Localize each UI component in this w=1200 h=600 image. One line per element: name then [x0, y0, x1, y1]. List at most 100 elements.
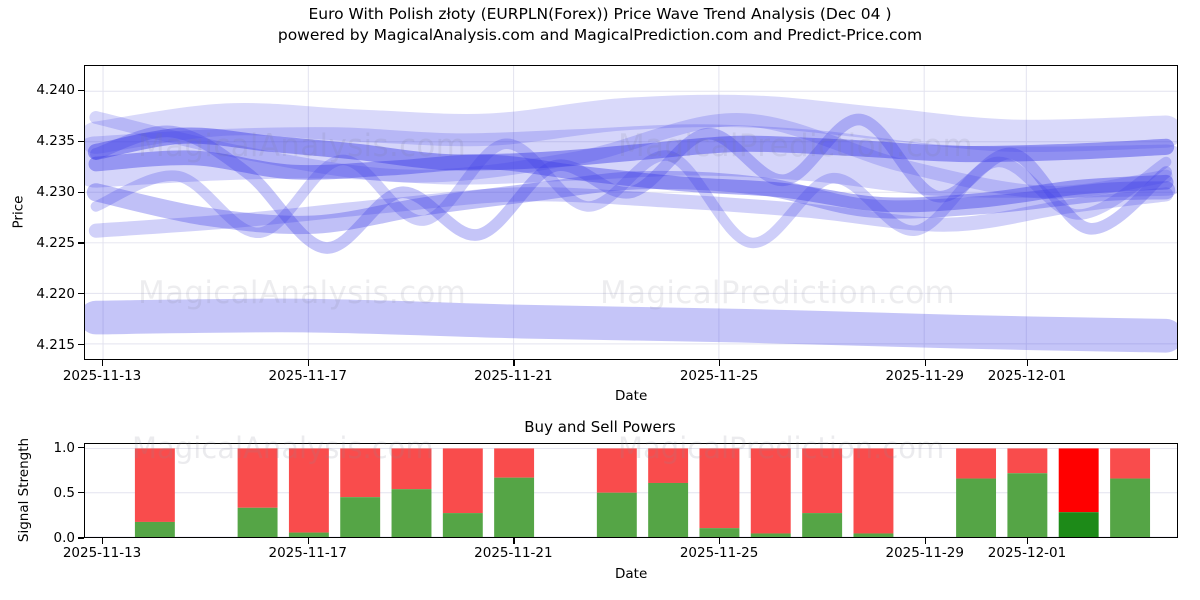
wave-y-tick: [78, 191, 84, 193]
wave-x-tick: [513, 360, 515, 366]
wave-y-tick-label: 4.215: [36, 336, 75, 353]
sell-power-bar: [1110, 448, 1151, 479]
power-y-axis-label: Signal Strength: [16, 437, 33, 542]
buy-power-bar: [340, 497, 381, 537]
wave-x-tick: [307, 360, 309, 366]
buy-power-bar: [648, 482, 689, 537]
wave-y-axis-label: Price: [10, 195, 27, 228]
sell-power-bar: [1058, 448, 1099, 513]
buy-power-bar: [134, 521, 175, 537]
wave-y-tick: [78, 140, 84, 142]
power-x-tick-label: 2025-11-17: [268, 545, 347, 561]
wave-band: [85, 124, 1177, 198]
wave-y-tick-label: 4.235: [36, 133, 75, 150]
wave-band: [87, 127, 1175, 171]
power-x-tick-label: 2025-12-01: [987, 545, 1067, 561]
buy-power-bar: [1058, 512, 1099, 537]
wave-x-tick-label: 2025-12-01: [987, 368, 1067, 384]
wave-plot-svg: [85, 66, 1177, 359]
buy-power-bar: [596, 492, 637, 537]
power-plot-svg: [85, 447, 1177, 537]
sell-power-bar: [134, 448, 175, 522]
power-x-tick: [1027, 538, 1029, 544]
wave-band: [89, 111, 1173, 199]
buy-power-bar: [288, 532, 329, 537]
wave-band: [90, 138, 1172, 249]
price-wave-chart: [84, 65, 1178, 360]
buy-power-bar: [391, 489, 432, 537]
sell-power-bar: [750, 448, 791, 534]
wave-y-tick: [78, 89, 84, 92]
wave-x-tick-label: 2025-11-29: [885, 368, 964, 384]
sell-power-bar: [648, 448, 689, 483]
power-chart-title: Buy and Sell Powers: [0, 418, 1200, 436]
sell-power-bar: [853, 448, 894, 534]
sell-power-bar: [596, 448, 637, 493]
wave-band: [88, 150, 1174, 213]
buy-power-bar: [442, 513, 483, 537]
sell-power-bar: [1007, 448, 1048, 474]
page-title: Euro With Polish złoty (EURPLN(Forex)) P…: [0, 4, 1200, 46]
wave-band: [85, 94, 1177, 154]
power-y-tick: [78, 446, 84, 449]
title-line-2: powered by MagicalAnalysis.com and Magic…: [277, 26, 923, 44]
wave-band: [86, 170, 1176, 235]
wave-band: [85, 298, 1177, 353]
wave-x-tick: [719, 360, 721, 366]
wave-band: [88, 187, 1174, 238]
wave-y-tick-label: 4.225: [36, 235, 75, 252]
power-y-tick-label: 0.5: [53, 484, 75, 501]
buy-power-bar: [956, 478, 997, 537]
buy-sell-power-chart: [84, 443, 1178, 538]
buy-power-bar: [699, 528, 740, 537]
power-x-tick: [924, 538, 926, 544]
wave-x-tick-label: 2025-11-17: [268, 368, 347, 384]
sell-power-bar: [699, 448, 740, 529]
sell-power-bar: [288, 448, 329, 533]
power-y-tick: [78, 492, 84, 494]
wave-x-tick: [1027, 360, 1029, 366]
wave-y-tick-label: 4.220: [36, 285, 75, 302]
power-x-tick: [719, 538, 721, 544]
power-x-tick: [102, 538, 104, 544]
wave-x-tick-label: 2025-11-13: [62, 368, 142, 384]
buy-power-bar: [237, 507, 278, 537]
wave-y-tick-label: 4.240: [36, 82, 75, 99]
sell-power-bar: [237, 448, 278, 508]
wave-band: [90, 113, 1172, 254]
buy-power-bar: [1007, 473, 1048, 537]
sell-power-bar: [802, 448, 843, 514]
power-x-tick: [307, 538, 309, 544]
buy-power-bar: [802, 513, 843, 537]
sell-power-bar: [340, 448, 381, 498]
sell-power-bar: [442, 448, 483, 514]
sell-power-bar: [494, 448, 535, 478]
title-line-1: Euro With Polish złoty (EURPLN(Forex)) P…: [308, 5, 892, 23]
wave-x-tick-label: 2025-11-25: [679, 368, 759, 384]
power-x-tick-label: 2025-11-29: [885, 545, 964, 561]
wave-y-tick-label: 4.230: [36, 184, 75, 201]
power-x-tick-label: 2025-11-21: [474, 545, 553, 561]
sell-power-bar: [956, 448, 997, 479]
power-y-tick: [78, 537, 84, 539]
power-plot-frame: [84, 443, 1178, 538]
power-y-tick-label: 0.0: [53, 530, 75, 546]
wave-x-tick: [924, 360, 926, 366]
wave-x-tick-label: 2025-11-21: [474, 368, 553, 384]
wave-y-tick: [78, 344, 84, 346]
power-x-tick-label: 2025-11-13: [62, 545, 142, 561]
power-chart-title-text: Buy and Sell Powers: [524, 418, 676, 436]
buy-power-bar: [1110, 478, 1151, 537]
sell-power-bar: [391, 448, 432, 490]
wave-x-axis-label: Date: [615, 388, 648, 404]
wave-y-tick: [78, 293, 84, 295]
buy-power-bar: [494, 477, 535, 537]
wave-y-tick: [78, 242, 84, 244]
wave-x-tick: [102, 360, 104, 366]
buy-power-bar: [853, 533, 894, 537]
power-y-tick-label: 1.0: [53, 439, 75, 456]
power-x-axis-label: Date: [615, 566, 648, 582]
power-x-tick-label: 2025-11-25: [679, 545, 759, 561]
power-x-tick: [513, 538, 515, 544]
